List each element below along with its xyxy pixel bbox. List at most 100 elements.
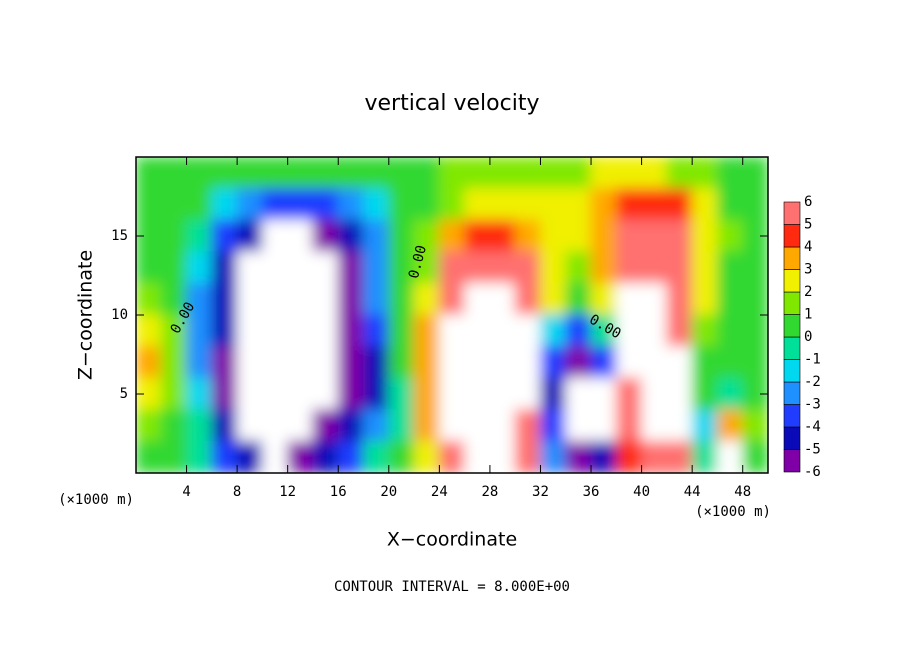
field-cell bbox=[337, 188, 365, 221]
field-cell bbox=[312, 377, 339, 411]
field-cell bbox=[287, 188, 314, 221]
field-cell bbox=[691, 251, 718, 284]
field-cell bbox=[363, 440, 390, 473]
field-cell bbox=[413, 219, 440, 253]
field-cell bbox=[666, 346, 693, 379]
field-cell bbox=[136, 282, 162, 316]
field-cell bbox=[186, 251, 213, 284]
field-cell bbox=[337, 219, 365, 253]
field-cell bbox=[565, 377, 592, 411]
field-cell bbox=[160, 346, 188, 379]
field-cell bbox=[489, 282, 516, 316]
colorbar-swatch bbox=[783, 359, 801, 383]
field-cell bbox=[136, 314, 162, 348]
field-cell bbox=[691, 282, 718, 316]
field-cell bbox=[539, 219, 567, 253]
field-cell bbox=[514, 314, 541, 348]
field-cell bbox=[388, 251, 415, 284]
field-cell bbox=[666, 282, 693, 316]
colorbar-swatch bbox=[783, 246, 801, 270]
field-cell bbox=[438, 251, 466, 284]
field-cell bbox=[641, 157, 668, 190]
field-cell bbox=[565, 346, 592, 379]
x-tick-label: 40 bbox=[633, 484, 650, 500]
field-cell bbox=[236, 314, 263, 348]
field-cell bbox=[691, 346, 718, 379]
field-cell bbox=[413, 377, 440, 411]
field-cell bbox=[261, 282, 289, 316]
field-cell bbox=[590, 282, 617, 316]
field-cell bbox=[211, 314, 238, 348]
field-cell bbox=[160, 409, 188, 442]
field-cell bbox=[287, 346, 314, 379]
field-cell bbox=[590, 440, 617, 473]
field-cell bbox=[565, 219, 592, 253]
x-tick-label: 32 bbox=[532, 484, 549, 500]
field-cell bbox=[186, 377, 213, 411]
field-cell bbox=[716, 314, 744, 348]
colorbar-swatch bbox=[783, 224, 801, 248]
field-cell bbox=[312, 157, 339, 190]
field-cell bbox=[136, 157, 162, 190]
field-cell bbox=[287, 409, 314, 442]
field-cell bbox=[236, 282, 263, 316]
field-cell bbox=[590, 251, 617, 284]
field-cell bbox=[287, 219, 314, 253]
x-unit: (×1000 m) bbox=[695, 504, 771, 520]
field-cell bbox=[489, 188, 516, 221]
colorbar-label: -5 bbox=[804, 442, 821, 458]
field-cell bbox=[666, 219, 693, 253]
field-cell bbox=[236, 251, 263, 284]
field-cell bbox=[312, 440, 339, 473]
colorbar-label: 4 bbox=[804, 239, 812, 255]
field-cell bbox=[363, 282, 390, 316]
field-cell bbox=[716, 440, 744, 473]
field-cell bbox=[337, 409, 365, 442]
field-cell bbox=[539, 157, 567, 190]
x-tick-label: 28 bbox=[481, 484, 498, 500]
field-cell bbox=[615, 314, 643, 348]
field-cell bbox=[615, 409, 643, 442]
field-cell bbox=[716, 251, 744, 284]
field-cell bbox=[261, 188, 289, 221]
field-cell bbox=[337, 282, 365, 316]
field-cell bbox=[615, 440, 643, 473]
field-cell bbox=[565, 440, 592, 473]
field-cell bbox=[489, 251, 516, 284]
field-cell bbox=[742, 409, 768, 442]
field-cell bbox=[438, 346, 466, 379]
field-cell bbox=[236, 346, 263, 379]
field-cell bbox=[261, 314, 289, 348]
x-tick-label: 36 bbox=[583, 484, 600, 500]
field-cell bbox=[413, 251, 440, 284]
field-cell bbox=[615, 251, 643, 284]
field-cell bbox=[464, 314, 491, 348]
field-cell bbox=[615, 282, 643, 316]
field-cell bbox=[464, 188, 491, 221]
field-cell bbox=[261, 219, 289, 253]
field-cell bbox=[136, 346, 162, 379]
field-cell bbox=[691, 314, 718, 348]
colorbar-label: -6 bbox=[804, 464, 821, 480]
colorbar-swatch bbox=[783, 426, 801, 450]
field-cell bbox=[615, 188, 643, 221]
field-cell bbox=[388, 377, 415, 411]
field-cell bbox=[312, 409, 339, 442]
field-cell bbox=[742, 346, 768, 379]
field-cell bbox=[716, 188, 744, 221]
field-cell bbox=[136, 440, 162, 473]
field-cell bbox=[691, 440, 718, 473]
field-cell bbox=[666, 440, 693, 473]
field-cell bbox=[211, 251, 238, 284]
x-tick-label: 4 bbox=[182, 484, 190, 500]
x-tick-label: 48 bbox=[734, 484, 751, 500]
colorbar-label: -2 bbox=[804, 374, 821, 390]
x-tick-label: 16 bbox=[330, 484, 347, 500]
field-cell bbox=[565, 409, 592, 442]
field-cell bbox=[716, 377, 744, 411]
footer: CONTOUR INTERVAL = 8.000E+00 bbox=[334, 579, 570, 595]
field-cell bbox=[363, 377, 390, 411]
field-cell bbox=[438, 188, 466, 221]
field-cell bbox=[287, 157, 314, 190]
field-cell bbox=[337, 346, 365, 379]
